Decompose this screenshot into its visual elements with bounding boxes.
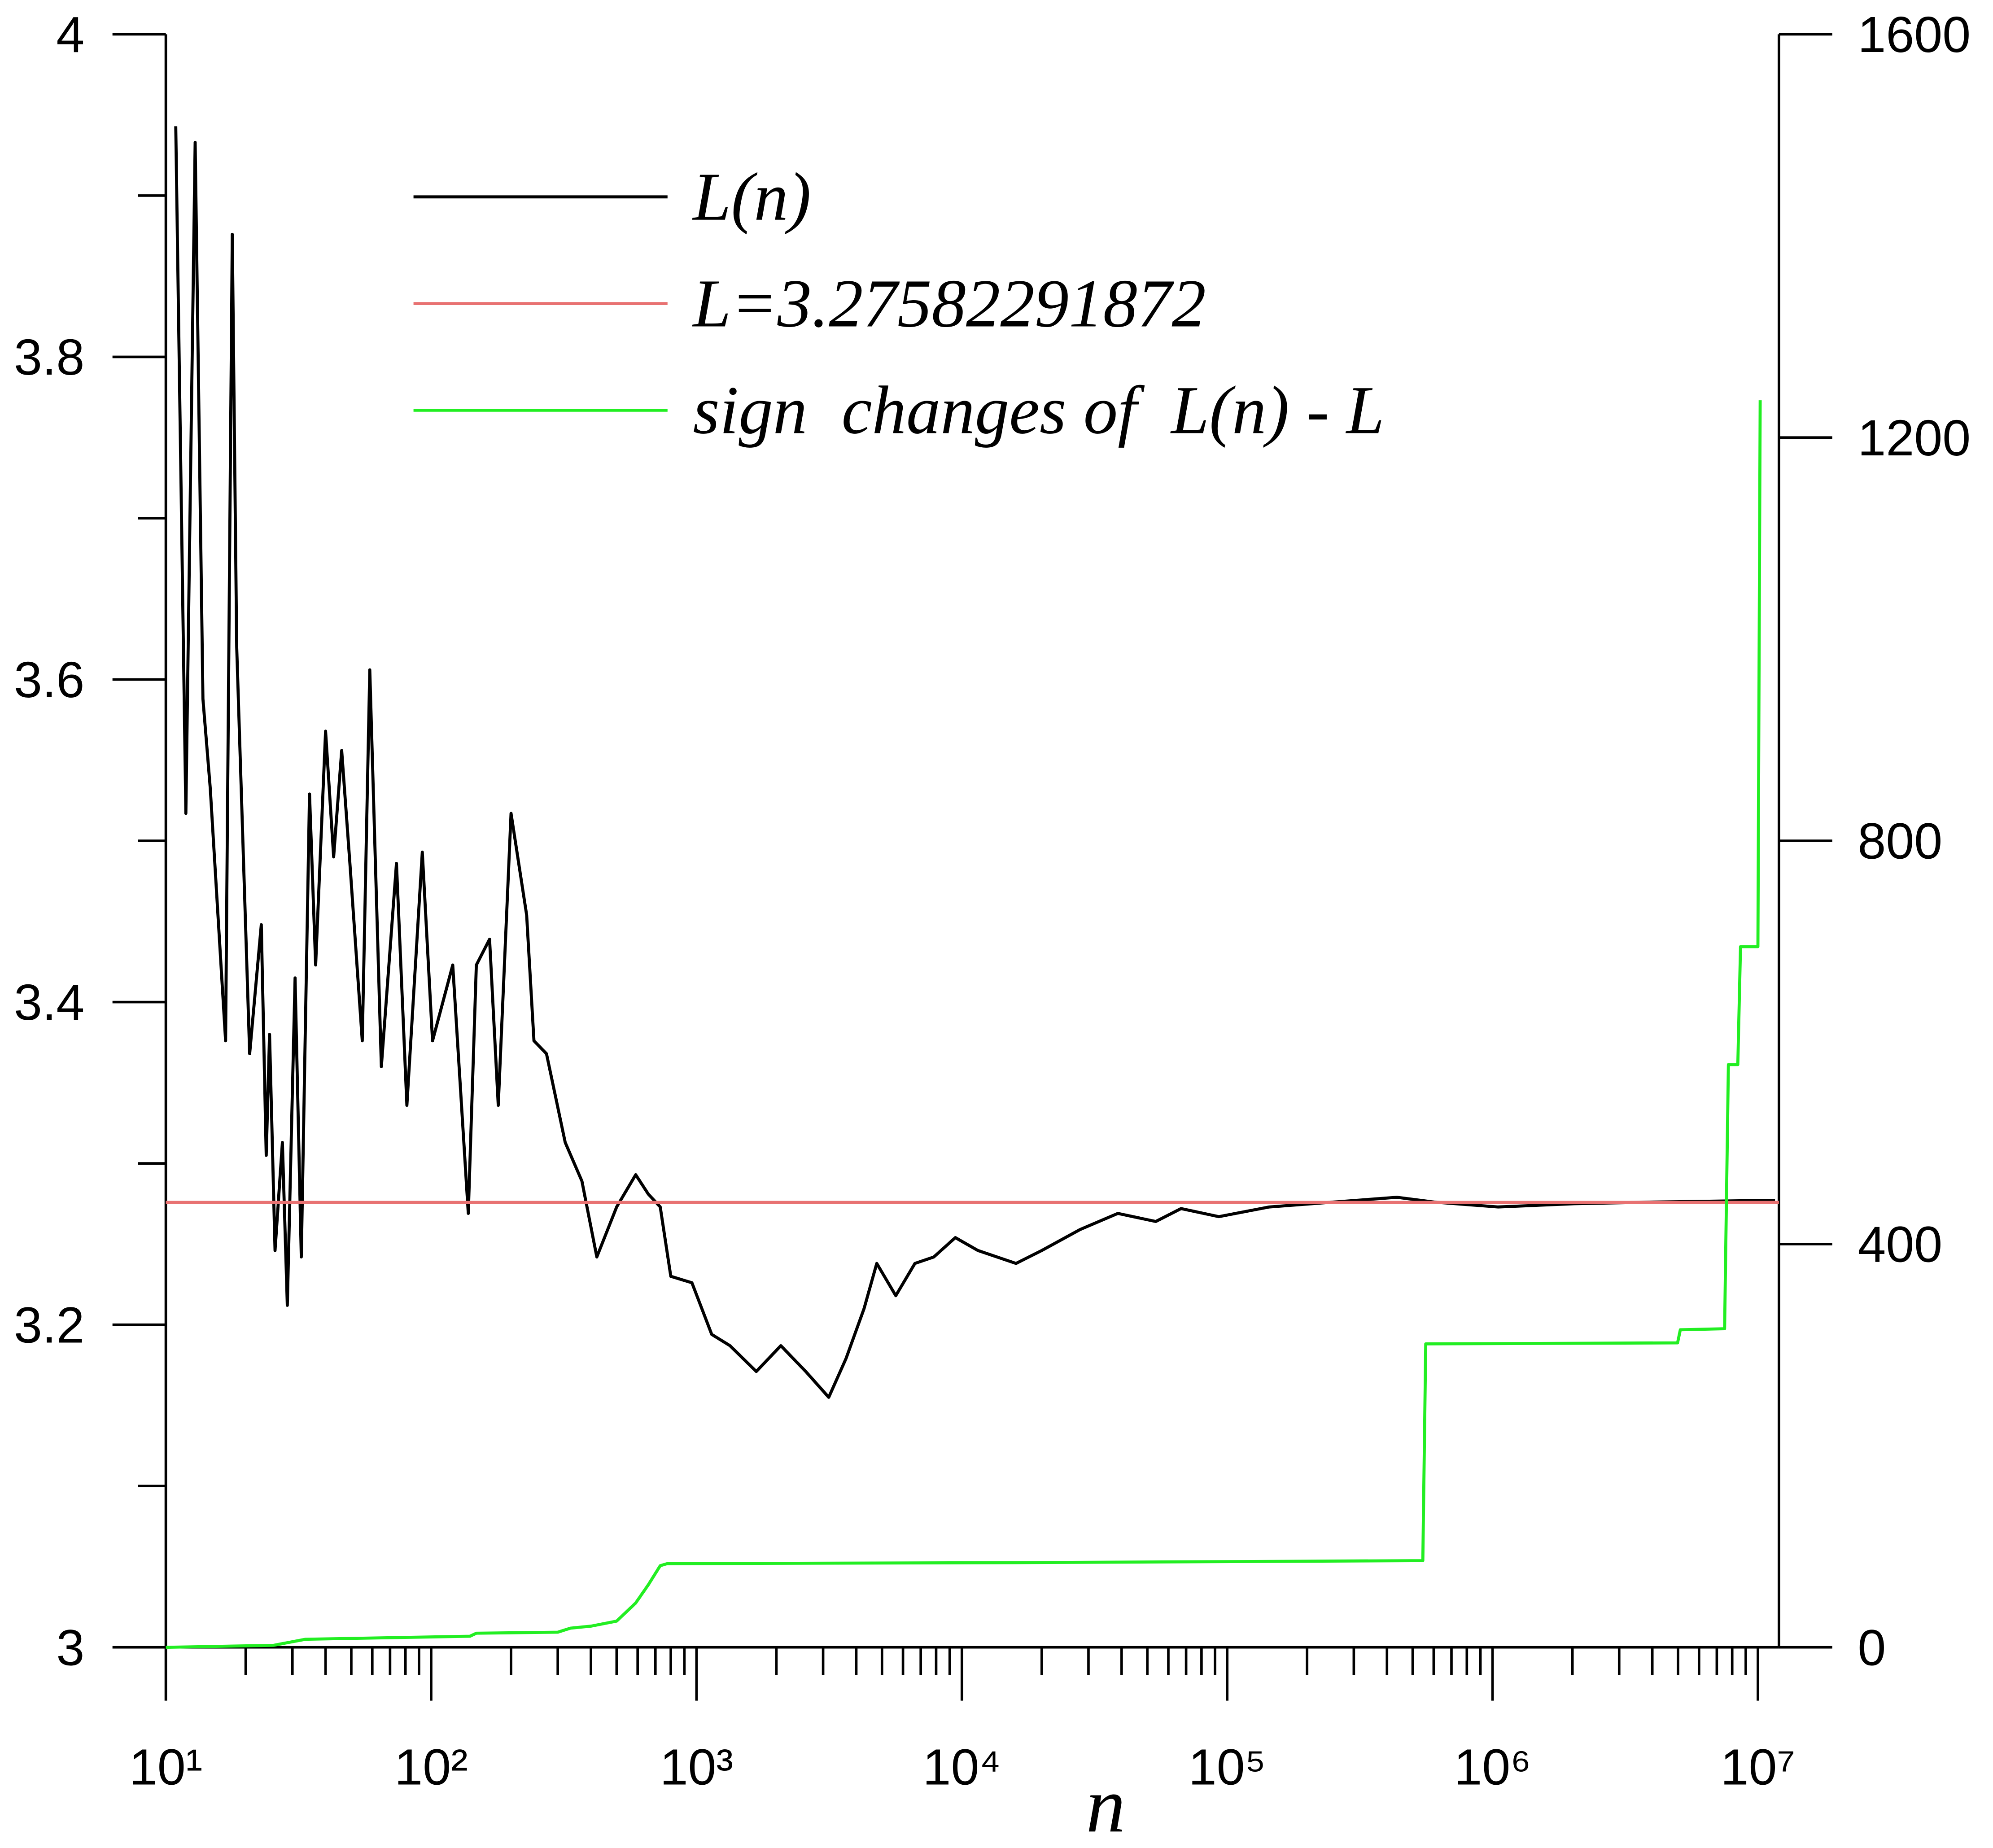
- y2-tick-label: 1200: [1858, 409, 1971, 466]
- legend-label: sign changes of L(n) - L: [693, 372, 1384, 448]
- x-tick-label: 10⁵: [1189, 1738, 1266, 1795]
- x-tick-label: 10³: [660, 1738, 734, 1795]
- x-tick-label: 10⁷: [1721, 1738, 1796, 1795]
- x-tick-label: 10⁴: [923, 1738, 1001, 1795]
- y-tick-label: 3.4: [14, 974, 84, 1031]
- y-tick-label: 3.2: [14, 1296, 84, 1353]
- x-tick-label: 10¹: [129, 1738, 203, 1795]
- legend-label: L=3.27582291872: [692, 266, 1206, 342]
- y2-tick-label: 0: [1858, 1619, 1886, 1676]
- data-line: [174, 126, 1775, 1399]
- y-tick-label: 4: [56, 6, 84, 63]
- y2-tick-label: 800: [1858, 813, 1942, 869]
- y-tick-label: 3.8: [14, 328, 84, 385]
- y-tick-label: 3.6: [14, 651, 84, 708]
- x-tick-label: 10²: [394, 1738, 468, 1795]
- legend-label: L(n): [692, 159, 811, 235]
- data-line: [166, 400, 1762, 1649]
- y2-tick-label: 1600: [1858, 6, 1971, 63]
- x-tick-label: 10⁶: [1454, 1738, 1531, 1795]
- x-axis-label: n: [1086, 1761, 1126, 1848]
- y-tick-label: 3: [56, 1619, 84, 1676]
- y2-tick-label: 400: [1858, 1216, 1942, 1273]
